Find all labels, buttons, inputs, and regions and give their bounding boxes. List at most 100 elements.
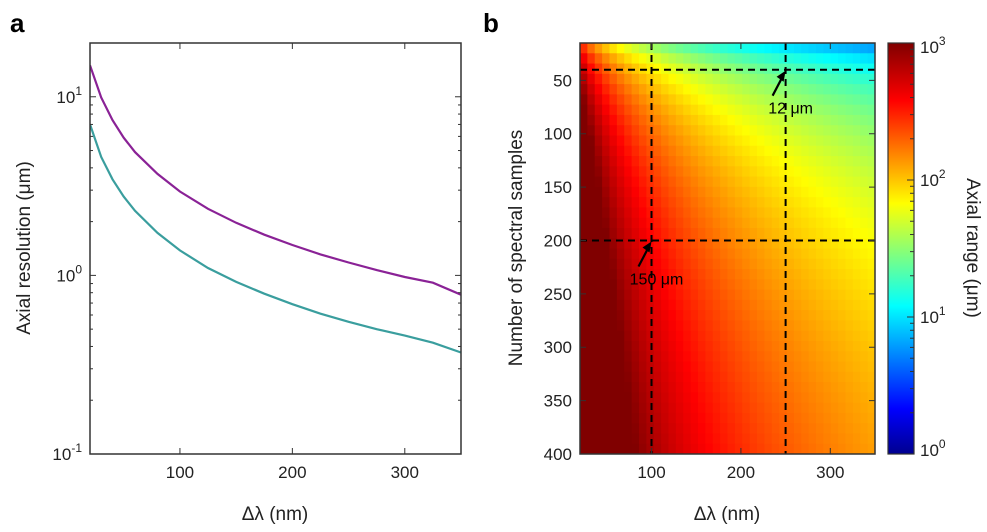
heatmap-cell — [580, 207, 588, 219]
heatmap-cell — [830, 197, 839, 209]
heatmap-cell — [712, 84, 721, 95]
heatmap-cell — [727, 443, 736, 454]
heatmap-cell — [830, 392, 839, 404]
heatmap-cell — [838, 248, 847, 260]
heatmap-cell — [653, 156, 662, 167]
heatmap-cell — [816, 125, 824, 137]
heatmap-cell — [602, 310, 611, 322]
heatmap-cell — [653, 320, 662, 332]
heatmap-cell — [698, 392, 706, 404]
heatmap-cell — [587, 279, 596, 291]
heatmap-cell — [594, 248, 603, 260]
heatmap-cell — [727, 433, 736, 445]
heatmap-cell — [860, 382, 869, 393]
heatmap-cell — [867, 258, 875, 270]
heatmap-cell — [616, 145, 625, 157]
heatmap-cell — [616, 217, 625, 229]
heatmap-cell — [749, 227, 758, 239]
heatmap-cell — [852, 114, 861, 126]
heatmap-cell — [852, 176, 861, 188]
heatmap-cell — [860, 227, 869, 239]
heatmap-cell — [838, 443, 847, 454]
heatmap-cell — [712, 433, 721, 445]
heatmap-cell — [683, 53, 692, 65]
heatmap-cell — [609, 340, 618, 352]
heatmap-cell — [616, 156, 625, 167]
heatmap-cell — [683, 94, 692, 106]
annotation-arrow-head — [776, 70, 786, 82]
heatmap-cell — [793, 94, 802, 106]
heatmap-cell — [845, 310, 854, 322]
heatmap-cell — [712, 320, 721, 332]
heatmap-cell — [786, 433, 795, 445]
heatmap-cell — [646, 53, 655, 65]
heatmap-cell — [675, 412, 684, 424]
heatmap-cell — [690, 73, 699, 85]
heatmap-cell — [823, 104, 832, 116]
heatmap-cell — [838, 320, 847, 332]
heatmap-cell — [823, 361, 832, 373]
heatmap-cell — [580, 382, 588, 393]
heatmap-cell — [808, 330, 817, 342]
plot-a-xtick-label: 300 — [391, 463, 419, 482]
panel-label-a: a — [10, 8, 25, 38]
heatmap-cell — [661, 73, 670, 85]
heatmap-cell — [757, 269, 765, 280]
heatmap-cell — [830, 84, 839, 95]
heatmap-cell — [661, 238, 670, 250]
colorbar-tick-label: 103 — [920, 34, 946, 57]
heatmap-cell — [690, 84, 699, 95]
plot-a-frame — [89, 42, 462, 455]
heatmap-cell — [816, 340, 824, 352]
heatmap-cell — [757, 104, 765, 116]
heatmap-cell — [867, 330, 875, 342]
heatmap-cell — [580, 238, 588, 250]
heatmap-cell — [690, 125, 699, 137]
heatmap-cell — [793, 443, 802, 454]
heatmap-cell — [580, 443, 588, 454]
heatmap-cell — [845, 114, 854, 126]
heatmap-cell — [742, 269, 751, 280]
heatmap-cell — [609, 258, 618, 270]
heatmap-cell — [587, 423, 596, 435]
heatmap-cell — [742, 104, 751, 116]
heatmap-cell — [808, 310, 817, 322]
heatmap-cell — [779, 207, 788, 219]
heatmap-cell — [830, 382, 839, 393]
heatmap-cell — [639, 207, 647, 219]
heatmap-cell — [734, 227, 743, 239]
heatmap-cell — [587, 361, 596, 373]
heatmap-cell — [867, 299, 875, 311]
heatmap-cell — [808, 433, 817, 445]
heatmap-cell — [764, 186, 773, 198]
heatmap-cell — [734, 412, 743, 424]
heatmap-cell — [639, 382, 647, 393]
heatmap-cell — [631, 299, 640, 311]
heatmap-cell — [867, 176, 875, 188]
series-line-2 — [90, 124, 461, 354]
heatmap-cell — [801, 248, 810, 260]
heatmap-cell — [639, 412, 647, 424]
heatmap-cell — [631, 423, 640, 435]
heatmap-cell — [816, 423, 824, 435]
heatmap-cell — [860, 53, 869, 65]
heatmap-cell — [698, 320, 706, 332]
heatmap-cell — [764, 217, 773, 229]
heatmap-cell — [823, 382, 832, 393]
heatmap-cell — [816, 412, 824, 424]
heatmap-cell — [860, 361, 869, 373]
heatmap-cell — [867, 392, 875, 404]
heatmap-cell — [602, 433, 611, 445]
heatmap-cell — [609, 238, 618, 250]
heatmap-cell — [580, 351, 588, 363]
heatmap-cell — [639, 135, 647, 147]
heatmap-cell — [727, 361, 736, 373]
heatmap-cell — [793, 392, 802, 404]
heatmap-cell — [764, 176, 773, 188]
heatmap-cell — [823, 269, 832, 280]
heatmap-cell — [646, 166, 655, 178]
heatmap-cell — [823, 176, 832, 188]
heatmap-cell — [705, 248, 714, 260]
heatmap-cell — [830, 248, 839, 260]
heatmap-cell — [757, 351, 765, 363]
